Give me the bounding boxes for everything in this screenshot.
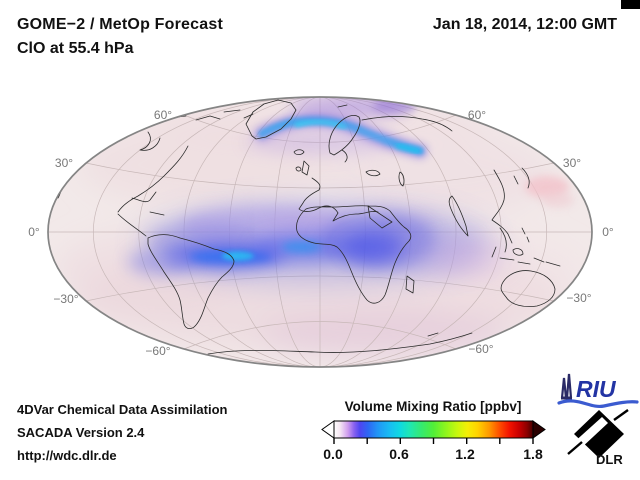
page-subtitle: ClO at 55.4 hPa [17, 40, 134, 57]
colorbar-tick-label-1: 0.6 [389, 446, 409, 462]
lat-label-right-m30: −30° [566, 291, 591, 305]
footer-line-version: SACADA Version 2.4 [17, 425, 145, 440]
colorbar [321, 420, 546, 444]
page-title: GOME−2 / MetOp Forecast [17, 16, 223, 33]
lat-label-left-m60: −60° [145, 344, 170, 358]
colorbar-ticks [333, 438, 534, 444]
dlr-logo-text: DLR [596, 452, 623, 466]
corner-marker [621, 0, 640, 9]
cathedral-icon [560, 373, 573, 400]
lat-label-right-0: 0° [602, 225, 614, 239]
colorbar-under-arrow [321, 420, 335, 439]
colorbar-tick-label-2: 1.2 [455, 446, 475, 462]
dlr-rhombus-icon [567, 409, 629, 458]
lat-label-left-0: 0° [28, 225, 40, 239]
lat-label-right-30: 30° [563, 156, 581, 170]
lat-label-left-m30: −30° [53, 292, 78, 306]
map-outline [47, 96, 593, 368]
colorbar-tick-label-3: 1.8 [523, 446, 543, 462]
riu-logo: RIU [557, 373, 639, 409]
lat-label-right-60: 60° [468, 108, 486, 122]
lat-label-right-m60: −60° [468, 342, 493, 356]
colorbar-tick-label-0: 0.0 [323, 446, 343, 462]
footer-line-assimilation: 4DVar Chemical Data Assimilation [17, 402, 228, 417]
footer-line-url: http://wdc.dlr.de [17, 448, 117, 463]
river-wave-icon [557, 399, 639, 409]
colorbar-over-arrow [532, 420, 546, 439]
riu-logo-text: RIU [576, 376, 617, 402]
timestamp: Jan 18, 2014, 12:00 GMT [432, 16, 617, 33]
dlr-logo: DLR [567, 409, 629, 466]
colorbar-title: Volume Mixing Ratio [ppbv] [344, 399, 522, 414]
colorbar-gradient [333, 420, 534, 439]
lat-label-left-60: 60° [154, 108, 172, 122]
latitude-labels: 60° 30° 0° −30° −60° 60° 30° 0° −30° −60… [28, 108, 614, 358]
lat-label-left-30: 30° [55, 156, 73, 170]
